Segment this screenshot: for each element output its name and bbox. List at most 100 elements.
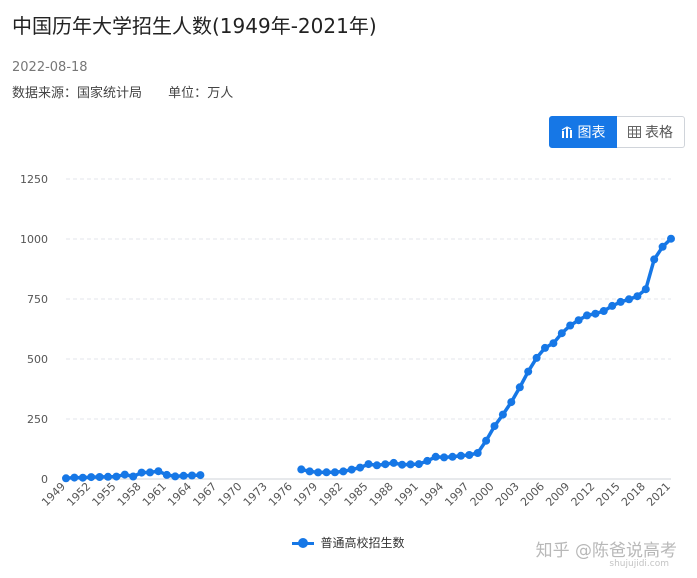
data-point [524,367,533,376]
data-point [70,473,79,482]
table-view-button[interactable]: 表格 [617,116,685,148]
publish-date: 2022-08-18 [12,60,88,75]
data-point [423,456,432,465]
data-point [465,451,474,459]
x-tick-label: 2009 [543,480,572,509]
chart-view-label: 图表 [577,125,606,141]
data-point [146,468,154,477]
data-point [633,292,642,301]
x-tick-label: 1982 [316,480,345,509]
data-point [583,311,591,320]
x-tick-label: 1964 [165,480,194,509]
x-tick-label: 1979 [291,480,320,509]
data-point [650,255,659,264]
data-point [431,452,440,461]
line-chart: 0250500750100012501949195219551958196119… [20,173,675,509]
data-point [62,474,70,483]
data-point [162,470,171,479]
y-tick-label: 750 [27,293,48,306]
data-point [482,436,491,445]
x-tick-label: 1997 [442,480,471,509]
data-point [179,471,188,480]
data-point [608,301,617,310]
data-point [137,468,146,477]
meta-info: 数据来源：国家统计局 单位：万人 [12,82,233,101]
y-tick-label: 250 [27,413,48,426]
data-point [406,460,415,469]
y-tick-label: 0 [41,473,48,486]
data-point [398,460,407,469]
source-value: 国家统计局 [77,86,143,101]
x-tick-label: 2000 [468,480,497,509]
data-point [314,468,323,477]
x-tick-label: 1988 [367,480,396,509]
page-title: 中国历年大学招生人数(1949年-2021年) [12,14,377,38]
data-point [448,452,457,461]
data-point [541,343,549,352]
data-point [104,472,112,481]
data-point [112,472,121,481]
data-point [456,451,465,460]
data-point [389,458,398,467]
source-label: 数据来源： [12,86,78,101]
data-point [574,316,583,325]
data-point [440,453,449,462]
data-point [549,339,558,348]
legend-series-label: 普通高校招生数 [320,536,405,550]
data-point [667,234,675,243]
data-point [196,471,205,480]
x-tick-label: 1976 [266,480,295,509]
data-point [641,285,650,294]
data-point [658,242,667,251]
y-tick-label: 500 [27,353,48,366]
x-tick-label: 2012 [569,480,598,509]
table-view-label: 表格 [645,125,673,141]
data-point [473,449,482,457]
x-tick-label: 1970 [216,480,245,509]
data-point [498,410,507,419]
table-icon [628,126,641,138]
data-point [87,473,96,482]
data-point [129,472,138,481]
data-point [372,461,381,470]
chart-legend[interactable]: 普通高校招生数 [0,534,697,551]
x-tick-label: 1955 [90,480,119,509]
x-tick-label: 1994 [417,480,446,509]
watermark-sub: shujujidi.com [609,559,669,569]
data-point [305,467,314,476]
x-tick-label: 1961 [140,480,169,509]
y-tick-label: 1250 [20,173,48,186]
data-point [356,463,365,472]
x-tick-label: 1973 [241,480,270,509]
data-point [347,465,356,474]
x-tick-label: 1952 [64,480,93,509]
data-point [154,467,163,476]
x-tick-label: 1958 [115,480,144,509]
y-tick-label: 1000 [20,233,48,246]
x-tick-label: 2006 [518,480,547,509]
x-tick-label: 1985 [342,480,371,509]
data-point [515,383,524,392]
data-point [188,471,196,480]
x-tick-label: 2018 [619,480,648,509]
unit-label: 单位： [168,86,208,101]
data-point [566,321,575,330]
data-point [414,460,423,469]
data-point [381,460,390,469]
view-toggle: 图表 表格 [549,116,685,148]
data-point [616,297,625,306]
x-tick-label: 2015 [594,480,623,509]
chart-view-button[interactable]: 图表 [549,116,617,148]
x-tick-label: 2003 [493,480,522,509]
bar-chart-icon [561,126,574,138]
data-point [557,329,566,338]
data-point [120,470,129,479]
data-point [297,465,306,474]
data-point [599,307,608,315]
data-point [95,473,104,481]
data-point [364,460,373,469]
x-tick-label: 1991 [392,480,421,509]
data-point [625,295,633,304]
data-point [322,468,331,477]
data-point [507,398,516,407]
